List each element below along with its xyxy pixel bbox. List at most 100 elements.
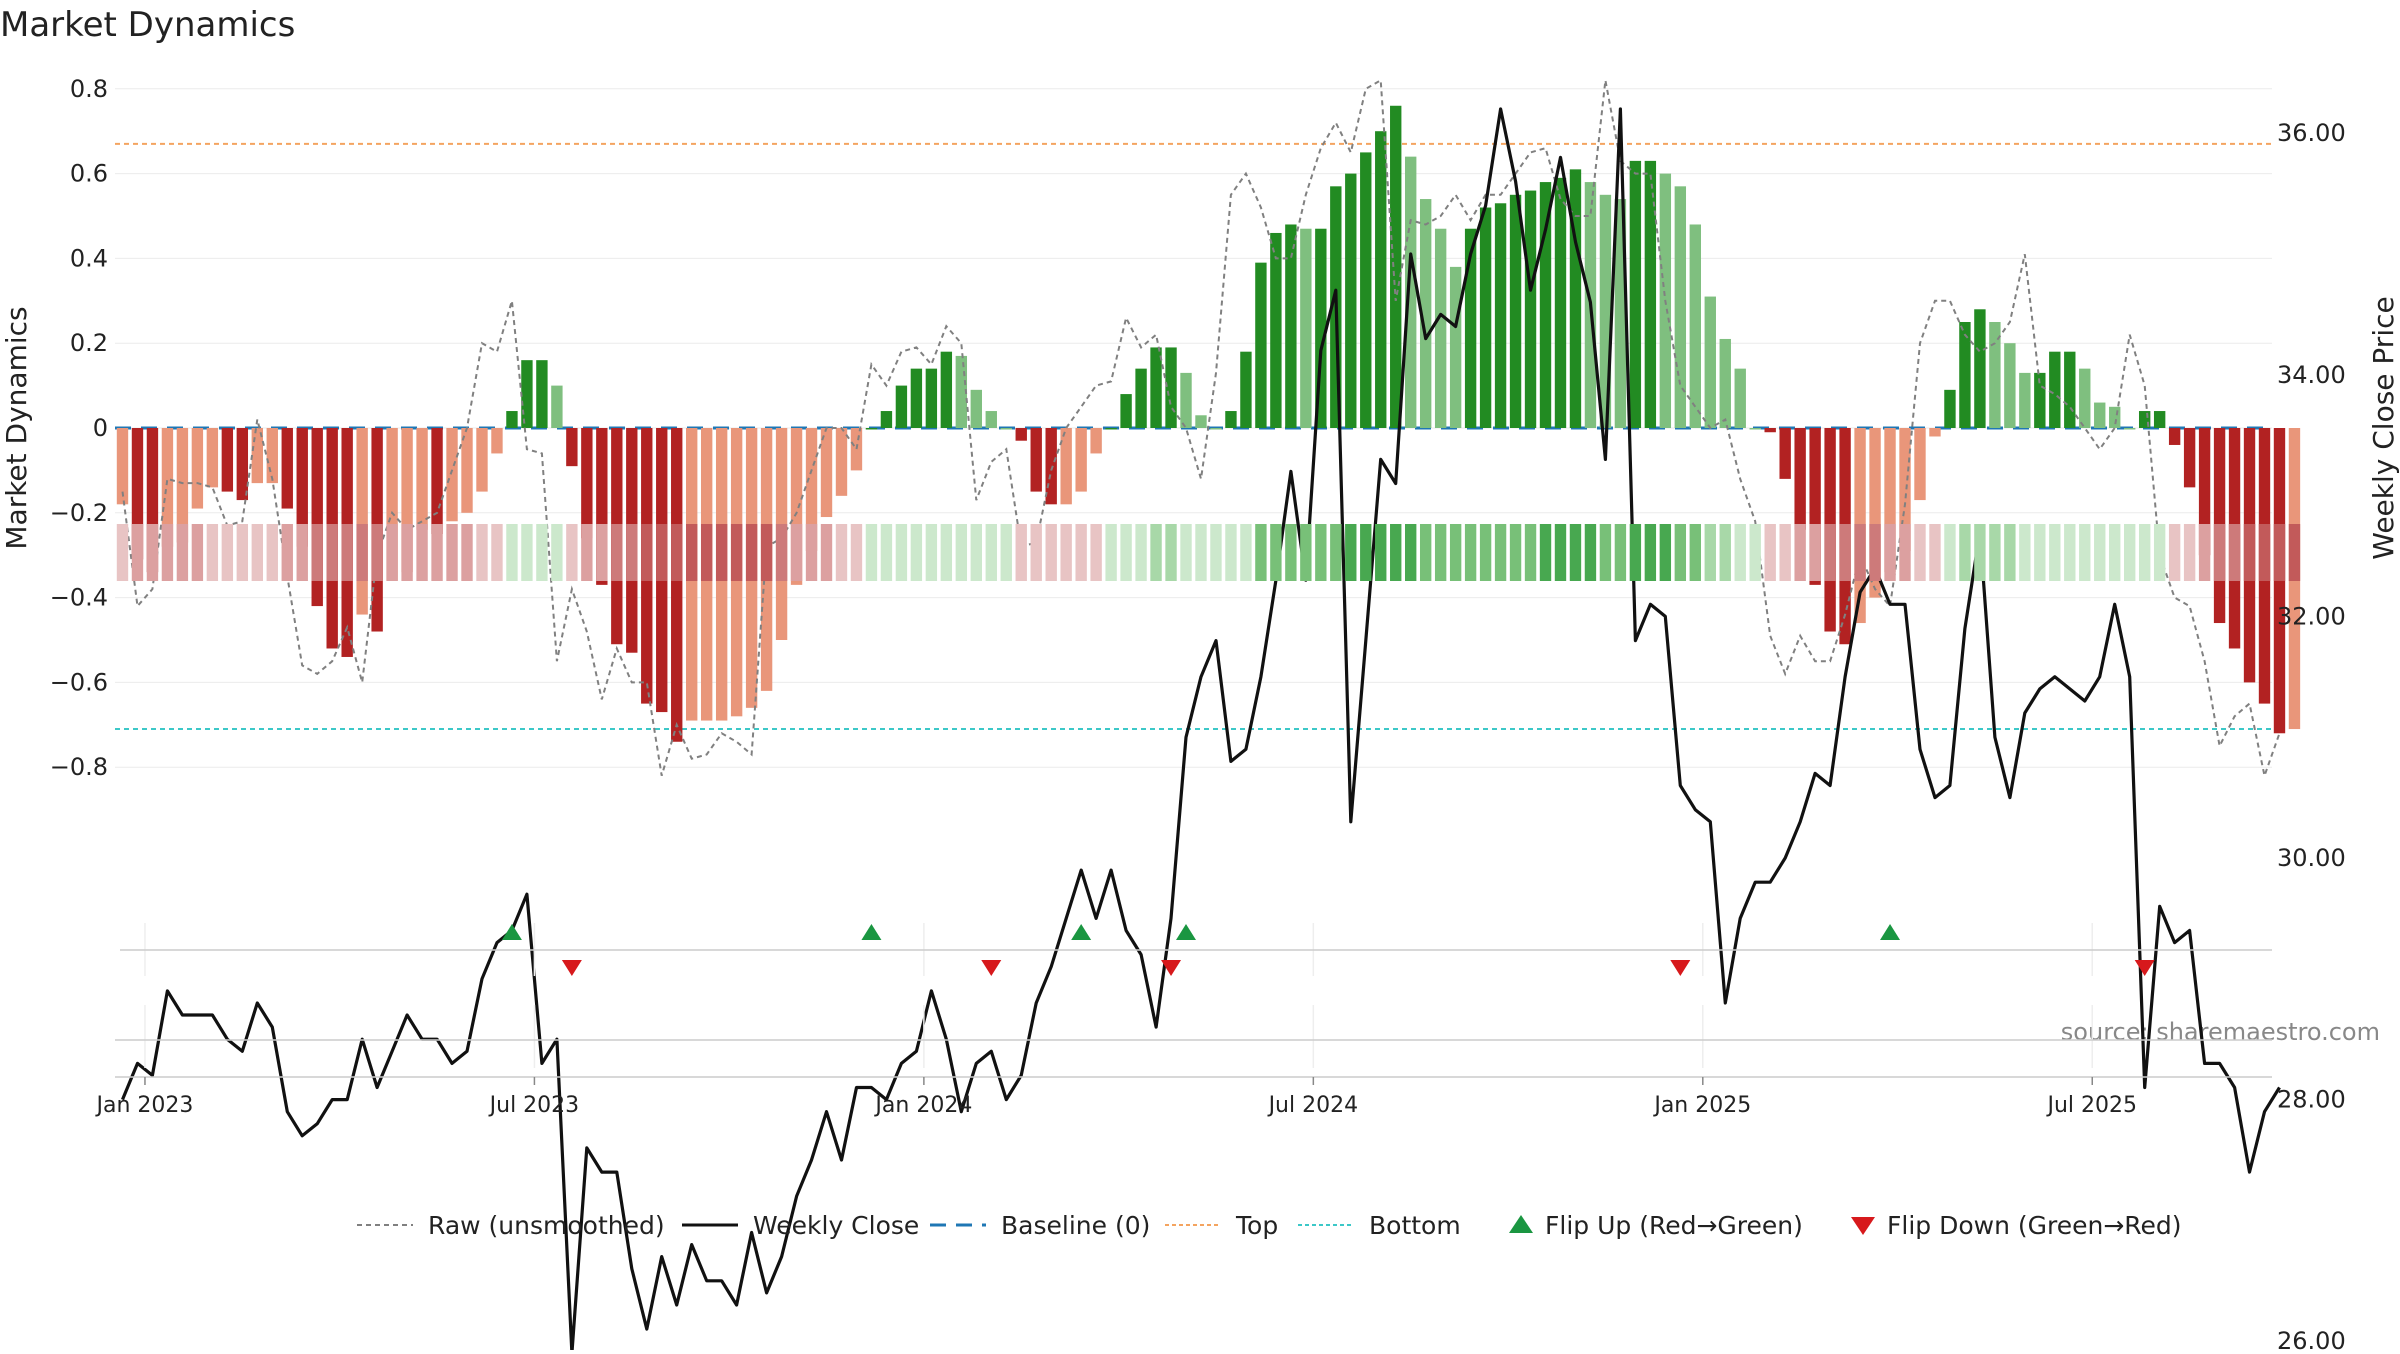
band-cell [955,524,968,581]
band-cell [1509,524,1522,581]
y-tick-label: −0.8 [50,753,108,781]
band-cell [1989,524,2001,581]
band-cell [2273,524,2286,581]
band-cell [611,524,623,581]
band-cell [311,524,323,581]
y-tick-label: 0.8 [70,75,108,103]
band-cell [1554,524,1567,581]
bar [1390,105,1402,428]
band-cell [1524,524,1537,581]
band-cell [745,524,758,581]
bar [1150,347,1162,428]
bar [1464,228,1477,428]
bar [431,428,443,534]
band-cell [940,524,953,581]
bar [2153,411,2166,428]
bar [1929,428,1941,437]
bar [1599,194,1612,428]
bar [1225,411,1237,428]
bar [146,428,159,573]
legend-label: Weekly Close [753,1211,919,1240]
source-note: source: sharemaestro.com [2061,1018,2380,1046]
bar [1270,232,1282,428]
band-cell [1405,524,1417,581]
reference-lines [115,142,2272,731]
band-cell [1030,524,1042,581]
band-cell [1479,524,1492,581]
bar [266,428,278,484]
bar [161,428,174,547]
band-cell [1210,524,1222,581]
band-cell [1225,524,1237,581]
bar [1015,428,1027,441]
bar [895,385,908,428]
bar [1749,428,1761,430]
band-cell [1869,524,1881,581]
band-cell [506,524,518,581]
bar [1045,428,1057,505]
y-tick-label: 0 [93,414,108,442]
band-cell [1255,524,1267,581]
band-cell [2019,524,2031,581]
bar [1494,203,1507,428]
flip-up-marker [1071,924,1092,940]
bar [850,428,863,471]
bar [925,368,938,428]
bar [311,428,323,607]
bar [1524,190,1537,428]
bar [1180,372,1192,428]
flip-up-marker [861,924,882,940]
y-tick-label: −0.4 [50,584,108,612]
band-cell [1884,524,1896,581]
bar [506,411,518,428]
bar [416,428,428,530]
bar [206,428,219,488]
band-cell [1644,524,1657,581]
band-cell [1300,524,1312,581]
close-series [121,107,2281,1354]
band-cell [356,524,368,581]
band-cell [835,524,848,581]
band-cell [431,524,443,581]
band-cell [1734,524,1746,581]
band-cell [1270,524,1282,581]
band-cell [1584,524,1597,581]
band-cell [371,524,383,581]
bar [880,411,893,428]
band-cell [1794,524,1806,581]
legend-label: Flip Up (Red→Green) [1545,1211,1803,1240]
legend-label: Bottom [1369,1211,1461,1240]
bar [2124,428,2136,430]
bar [491,428,503,454]
band-cell [2288,524,2301,581]
bar [1614,199,1627,428]
bar [1644,160,1657,428]
band-cell [1809,524,1821,581]
bar [131,428,144,560]
band-cell [2064,524,2076,581]
band-cell [686,524,698,581]
regime-band [116,524,2301,581]
bar [1405,156,1417,428]
bar [2109,406,2121,428]
band-cell [865,524,878,581]
bar [835,428,848,496]
band-cell [2124,524,2136,581]
flip-markers [115,923,2272,1068]
band-cell [2094,524,2106,581]
band-cell [116,524,129,581]
flip-down-marker [561,960,582,976]
band-cell [775,524,788,581]
band-cell [1899,524,1911,581]
bar [116,428,129,505]
y-tick-label: −0.6 [50,668,108,696]
band-cell [1719,524,1731,581]
y-tick-label: 0.2 [70,329,108,357]
bar [581,428,593,539]
band-cell [1464,524,1477,581]
band-cell [386,524,398,581]
bar [356,428,368,615]
bar [1434,228,1447,428]
bar [401,428,413,573]
